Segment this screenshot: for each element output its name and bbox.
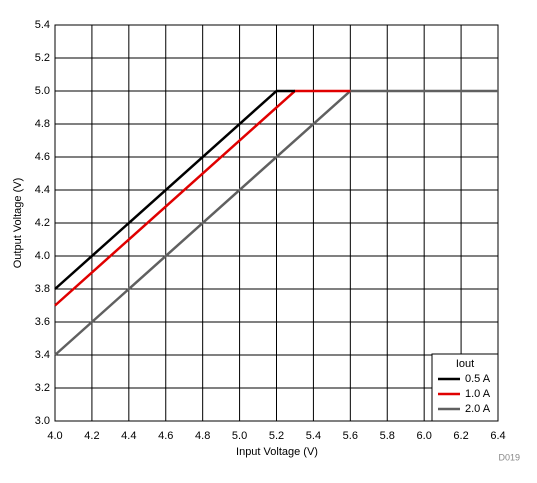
x-tick-label: 5.2 — [269, 430, 284, 442]
y-tick-label: 4.8 — [35, 118, 50, 130]
x-tick-label: 5.8 — [380, 430, 395, 442]
x-tick-label: 6.2 — [453, 430, 468, 442]
y-tick-label: 4.4 — [35, 184, 50, 196]
x-tick-label: 6.4 — [490, 430, 505, 442]
x-tick-label: 4.6 — [158, 430, 173, 442]
figure-id: D019 — [498, 452, 520, 462]
legend: Iout 0.5 A 1.0 A 2.0 A — [431, 353, 499, 422]
y-axis-label: Output Voltage (V) — [12, 178, 24, 269]
legend-label: 0.5 A — [465, 373, 491, 385]
x-tick-label: 6.0 — [417, 430, 432, 442]
x-tick-label: 4.4 — [121, 430, 136, 442]
x-axis-label: Input Voltage (V) — [236, 446, 318, 458]
x-tick-label: 5.6 — [343, 430, 358, 442]
legend-title: Iout — [456, 358, 474, 370]
y-tick-label: 4.6 — [35, 151, 50, 163]
y-tick-label: 3.4 — [35, 349, 50, 361]
y-tick-label: 3.0 — [35, 415, 50, 427]
legend-label: 2.0 A — [465, 403, 491, 415]
x-tick-label: 4.2 — [84, 430, 99, 442]
y-tick-label: 3.6 — [35, 316, 50, 328]
x-tick-label: 5.0 — [232, 430, 247, 442]
y-tick-label: 3.2 — [35, 382, 50, 394]
y-tick-label: 5.0 — [35, 85, 50, 97]
x-tick-label: 4.8 — [195, 430, 210, 442]
x-tick-label: 5.4 — [306, 430, 321, 442]
legend-label: 1.0 A — [465, 388, 491, 400]
y-tick-label: 5.4 — [35, 19, 50, 31]
y-tick-label: 4.2 — [35, 217, 50, 229]
x-tick-label: 4.0 — [47, 430, 62, 442]
y-tick-label: 4.0 — [35, 250, 50, 262]
plot-border — [54, 24, 499, 422]
series-line — [54, 89, 295, 290]
y-tick-label: 3.8 — [35, 283, 50, 295]
y-tick-label: 5.2 — [35, 52, 50, 64]
